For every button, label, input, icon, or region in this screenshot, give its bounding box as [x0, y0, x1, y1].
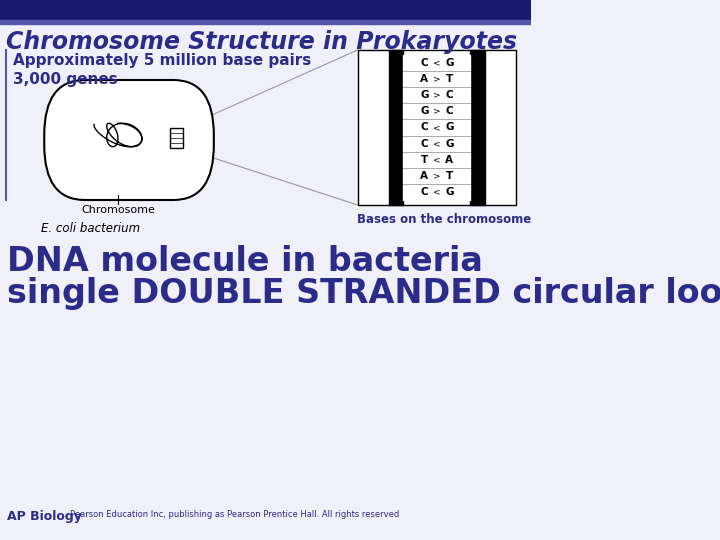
- Text: >: >: [433, 107, 441, 116]
- Text: >: >: [433, 91, 441, 100]
- Text: G: G: [445, 123, 454, 132]
- Text: C: C: [420, 123, 428, 132]
- Text: <: <: [433, 139, 441, 148]
- Text: T: T: [446, 171, 453, 181]
- Bar: [358, 50, 516, 205]
- Text: Pearson Education Inc, publishing as Pearson Prentice Hall. All rights reserved: Pearson Education Inc, publishing as Pea…: [70, 510, 400, 519]
- Bar: [470, 50, 485, 205]
- Text: G: G: [445, 58, 454, 68]
- Bar: [403, 184, 470, 200]
- Bar: [0, 20, 531, 24]
- Text: C: C: [420, 58, 428, 68]
- Text: A: A: [420, 74, 428, 84]
- Text: T: T: [420, 155, 428, 165]
- Bar: [0, 0, 531, 20]
- Bar: [403, 168, 470, 184]
- Text: >: >: [433, 75, 441, 84]
- Text: single DOUBLE STRANDED circular loop: single DOUBLE STRANDED circular loop: [7, 277, 720, 310]
- Text: DNA molecule in bacteria: DNA molecule in bacteria: [7, 245, 483, 278]
- Text: <: <: [433, 123, 441, 132]
- Bar: [403, 55, 470, 71]
- Bar: [403, 87, 470, 103]
- Text: C: C: [446, 106, 453, 117]
- Bar: [389, 50, 403, 205]
- Text: 3,000 genes: 3,000 genes: [13, 72, 118, 87]
- Text: AP Biology: AP Biology: [7, 510, 82, 523]
- Text: C: C: [420, 139, 428, 148]
- Text: Chromosome Structure in Prokaryotes: Chromosome Structure in Prokaryotes: [6, 30, 517, 54]
- Bar: [403, 71, 470, 87]
- Text: <: <: [433, 155, 441, 164]
- Text: <: <: [433, 187, 441, 197]
- Text: A: A: [420, 171, 428, 181]
- Text: C: C: [446, 90, 453, 100]
- FancyBboxPatch shape: [44, 80, 214, 200]
- Text: E. coli bacterium: E. coli bacterium: [40, 222, 140, 235]
- Text: G: G: [445, 187, 454, 197]
- Text: A: A: [446, 155, 454, 165]
- Text: >: >: [433, 171, 441, 180]
- Bar: [170, 128, 183, 148]
- Text: Chromosome: Chromosome: [81, 205, 155, 215]
- Text: Bases on the chromosome: Bases on the chromosome: [357, 213, 531, 226]
- Text: T: T: [446, 74, 453, 84]
- Bar: [403, 136, 470, 152]
- Bar: [403, 119, 470, 136]
- Text: <: <: [433, 58, 441, 68]
- Text: G: G: [445, 139, 454, 148]
- Text: G: G: [420, 106, 428, 117]
- Text: Approximately 5 million base pairs: Approximately 5 million base pairs: [13, 53, 312, 68]
- Bar: [403, 152, 470, 168]
- Text: C: C: [420, 187, 428, 197]
- Text: G: G: [420, 90, 428, 100]
- Bar: [403, 103, 470, 119]
